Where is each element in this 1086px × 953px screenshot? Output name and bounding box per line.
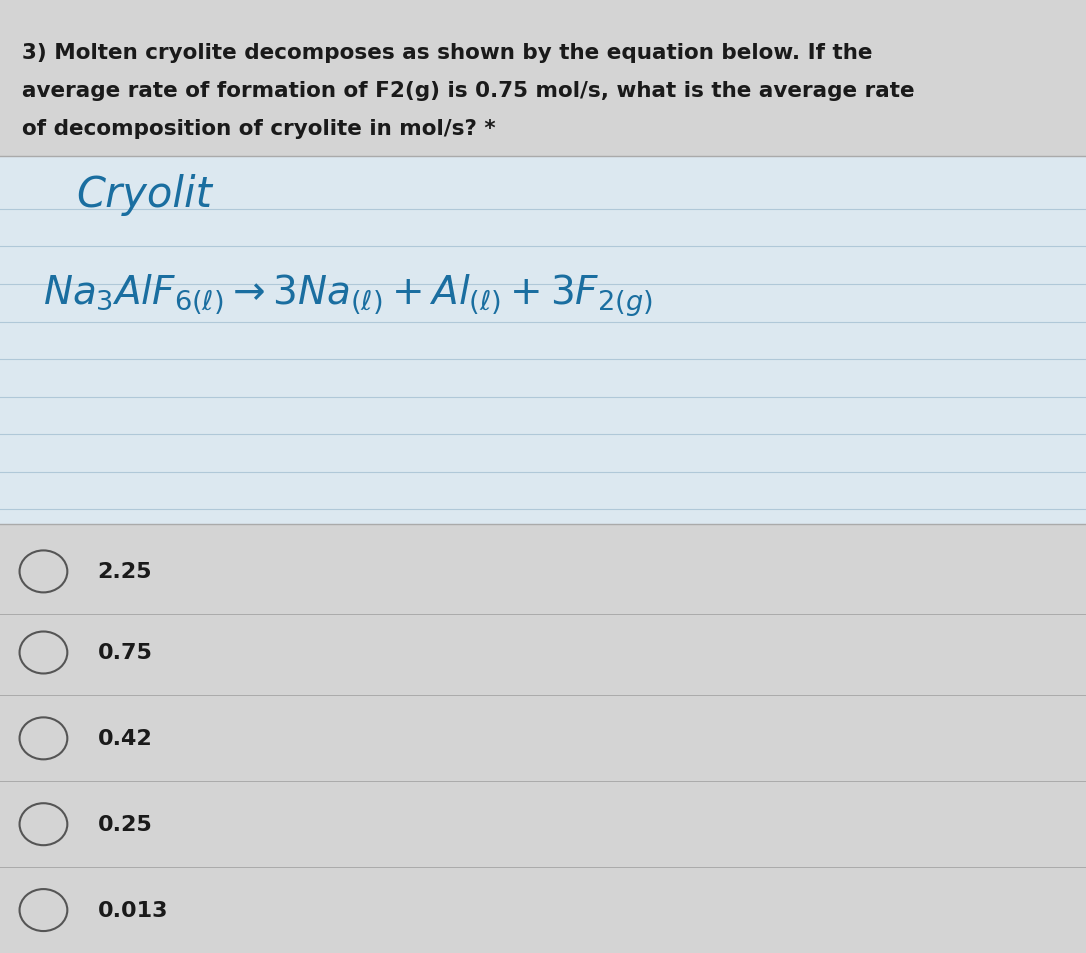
Text: $\mathit{Na_3AlF_{6(\ell)}} \rightarrow \mathit{3Na_{(\ell)} + Al_{(\ell)} + 3F_: $\mathit{Na_3AlF_{6(\ell)}} \rightarrow … (43, 272, 653, 318)
Text: average rate of formation of F2(g) is 0.75 mol/s, what is the average rate: average rate of formation of F2(g) is 0.… (22, 81, 914, 101)
Text: 0.75: 0.75 (98, 643, 153, 662)
Text: Cryolit: Cryolit (76, 173, 212, 215)
Text: 2.25: 2.25 (98, 562, 152, 581)
Text: 0.25: 0.25 (98, 815, 152, 834)
Text: 0.013: 0.013 (98, 901, 168, 920)
Text: of decomposition of cryolite in mol/s? *: of decomposition of cryolite in mol/s? * (22, 119, 495, 139)
Text: 3) Molten cryolite decomposes as shown by the equation below. If the: 3) Molten cryolite decomposes as shown b… (22, 43, 872, 63)
FancyBboxPatch shape (0, 157, 1086, 524)
Text: 0.42: 0.42 (98, 729, 152, 748)
